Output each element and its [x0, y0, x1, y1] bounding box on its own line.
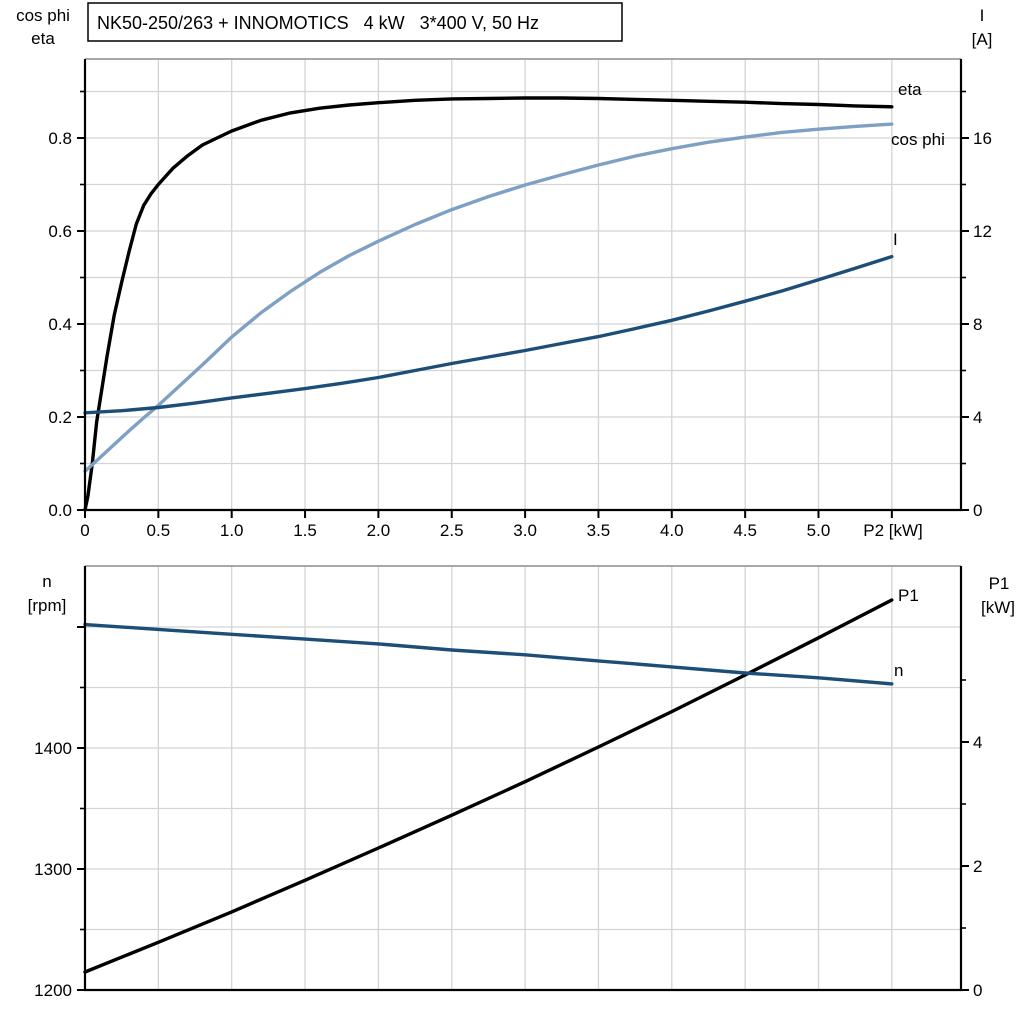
- right-axis-tick-label: 12: [973, 222, 992, 241]
- x-axis-tick-label: 1.5: [293, 521, 317, 540]
- bottom-chart-plot: 1200 1300 1400 0 2 4: [34, 565, 982, 1000]
- right-axis-tick-label: 0: [973, 501, 982, 520]
- bottom-right-axis-title-unit-kw: [kW]: [981, 598, 1015, 617]
- curve-n: [83, 622, 894, 686]
- left-axis-tick-label: 1200: [34, 981, 72, 1000]
- top-left-axis-title-eta: eta: [31, 29, 55, 48]
- left-axis-tick-label: 1400: [34, 739, 72, 758]
- x-axis-tick-label: 0: [80, 521, 89, 540]
- x-axis-tick-label: 2.5: [440, 521, 464, 540]
- curve-label-cosphi: cos phi: [891, 130, 945, 149]
- right-axis-tick-label: 0: [973, 981, 982, 1000]
- bottom-left-axis-title-n: n: [42, 572, 51, 591]
- left-axis-tick-label: 0.6: [48, 222, 72, 241]
- top-left-axis-title-cosphi: cos phi: [16, 6, 70, 25]
- chart-title: NK50-250/263 + INNOMOTICS 4 kW 3*400 V, …: [97, 13, 539, 33]
- title-box: [87, 2, 623, 42]
- x-axis-tick-label: 3.5: [587, 521, 611, 540]
- curve-label-current: I: [893, 230, 898, 249]
- left-axis-tick-label: 0.4: [48, 315, 72, 334]
- top-chart-plot: 0.0 0.2 0.4 0.6 0.8 0 4 8 12 16 0 0.5 1.0 1.5 2.0 2.5 3.…: [48, 58, 992, 540]
- curve-label-p1: P1: [898, 586, 919, 605]
- left-axis-tick-label: 0.2: [48, 408, 72, 427]
- x-axis-tick-label: 2.0: [367, 521, 391, 540]
- bottom-left-axis-title-unit-rpm: [rpm]: [28, 596, 67, 615]
- left-axis-tick-label: 1300: [34, 860, 72, 879]
- right-axis-tick-label: 4: [973, 408, 982, 427]
- bottom-right-axis-title-p1: P1: [989, 574, 1010, 593]
- curve-eta: [83, 96, 894, 512]
- right-axis-tick-label: 8: [973, 315, 982, 334]
- top-right-axis-title-current: I: [980, 6, 985, 25]
- x-axis-tick-label: 3.0: [513, 521, 537, 540]
- curve-label-eta: eta: [898, 80, 922, 99]
- curve-cos_phi: [83, 122, 894, 474]
- curve-label-n: n: [894, 661, 903, 680]
- left-axis-tick-label: 0.0: [48, 501, 72, 520]
- curve-I: [83, 254, 894, 415]
- x-axis-tick-label: 0.5: [147, 521, 171, 540]
- right-axis-tick-label: 2: [973, 857, 982, 876]
- x-axis-tick-label: 4.5: [733, 521, 757, 540]
- x-axis-tick-label: 5.0: [807, 521, 831, 540]
- x-axis-label-p2: P2 [kW]: [863, 521, 923, 540]
- top-right-axis-title-unit-amps: [A]: [972, 30, 993, 49]
- x-axis-tick-label: 4.0: [660, 521, 684, 540]
- right-axis-tick-label: 4: [973, 733, 982, 752]
- x-axis-tick-label: 1.0: [220, 521, 244, 540]
- curve-P1: [83, 598, 894, 974]
- right-axis-tick-label: 16: [973, 129, 992, 148]
- left-axis-tick-label: 0.8: [48, 129, 72, 148]
